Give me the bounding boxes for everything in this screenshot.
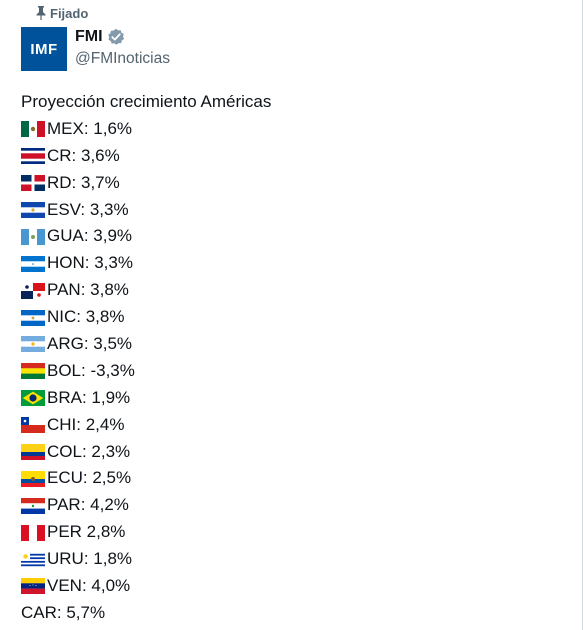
avatar-text: IMF — [30, 40, 58, 58]
row-text: MEX: 1,6% — [47, 118, 133, 138]
list-item: RD: 3,7% — [21, 170, 561, 197]
row-text: HON: 3,3% — [47, 253, 133, 273]
row-text: COL: 2,3% — [47, 441, 131, 461]
row-text: RD: 3,7% — [47, 172, 120, 192]
list-item: BRA: 1,9% — [21, 385, 561, 412]
honduras-flag-icon — [21, 255, 45, 272]
row-text: BRA: 1,9% — [47, 387, 131, 407]
list-item: VEN: 4,0% — [21, 573, 561, 600]
dominican-republic-flag-icon — [21, 175, 45, 192]
list-item: PAR: 4,2% — [21, 492, 561, 519]
list-item: NIC: 3,8% — [21, 304, 561, 331]
row-text: URU: 1,8% — [47, 549, 133, 569]
list-item: BOL: -3,3% — [21, 358, 561, 385]
list-item: HON: 3,3% — [21, 250, 561, 277]
author-handle[interactable]: @FMInoticias — [75, 50, 170, 67]
row-text: ARG: 3,5% — [47, 334, 133, 354]
list-item: URU: 1,8% — [21, 546, 561, 573]
author-name-row[interactable]: FMI — [75, 28, 125, 46]
row-text: ESV: 3,3% — [47, 199, 129, 219]
row-text: VEN: 4,0% — [47, 576, 131, 596]
avatar[interactable]: IMF — [21, 27, 67, 71]
row-text: BOL: -3,3% — [47, 360, 135, 380]
row-text: PAR: 4,2% — [47, 495, 129, 515]
verified-badge-icon — [107, 28, 124, 45]
paraguay-flag-icon — [21, 497, 45, 514]
guatemala-flag-icon — [21, 228, 45, 245]
venezuela-flag-icon — [21, 578, 45, 595]
ecuador-flag-icon — [21, 470, 45, 487]
nicaragua-flag-icon — [21, 309, 45, 326]
list-item: PER 2,8% — [21, 519, 561, 546]
list-item: CR: 3,6% — [21, 143, 561, 170]
mexico-flag-icon — [21, 121, 45, 138]
row-text: NIC: 3,8% — [47, 307, 125, 327]
bolivia-flag-icon — [21, 363, 45, 380]
row-text: PER 2,8% — [47, 522, 126, 542]
uruguay-flag-icon — [21, 551, 45, 568]
pinned-indicator: Fijado — [36, 4, 89, 22]
row-text: CHI: 2,4% — [47, 414, 125, 434]
el-salvador-flag-icon — [21, 202, 45, 218]
tweet-text: Proyección crecimiento Américas MEX: 1,6… — [21, 89, 561, 627]
author-name[interactable]: FMI — [75, 28, 103, 45]
list-item: PAN: 3,8% — [21, 277, 561, 304]
row-text: PAN: 3,8% — [47, 280, 129, 300]
peru-flag-icon — [21, 524, 45, 541]
list-item: COL: 2,3% — [21, 439, 561, 466]
brazil-flag-icon — [21, 390, 45, 407]
row-text: GUA: 3,9% — [47, 226, 133, 246]
list-item: ESV: 3,3% — [21, 197, 561, 224]
colombia-flag-icon — [21, 444, 45, 461]
list-item: ARG: 3,5% — [21, 331, 561, 358]
pin-icon — [36, 6, 46, 20]
panama-flag-icon — [21, 282, 45, 299]
list-item: MEX: 1,6% — [21, 116, 561, 143]
tweet-title: Proyección crecimiento Américas — [21, 92, 272, 111]
pinned-label: Fijado — [50, 5, 89, 21]
list-item: ECU: 2,5% — [21, 465, 561, 492]
list-item: GUA: 3,9% — [21, 223, 561, 250]
row-text: CR: 3,6% — [47, 145, 120, 165]
row-text: ECU: 2,5% — [47, 468, 132, 488]
chile-flag-icon — [21, 417, 45, 434]
list-item: CHI: 2,4% — [21, 412, 561, 439]
tweet-footer-line: CAR: 5,7% — [21, 602, 106, 622]
costa-rica-flag-icon — [21, 148, 45, 165]
argentina-flag-icon — [21, 336, 45, 353]
